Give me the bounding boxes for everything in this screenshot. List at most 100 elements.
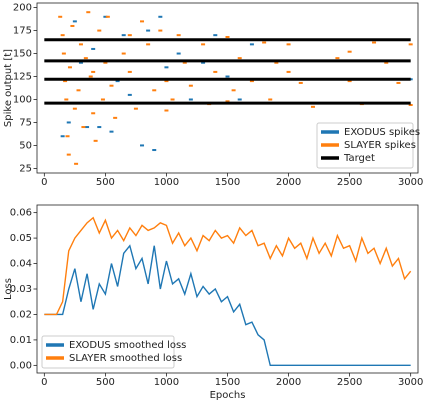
spike-point xyxy=(408,43,413,46)
spike-point xyxy=(170,98,175,101)
spike-point xyxy=(63,80,68,83)
spike-point xyxy=(164,109,169,112)
spike-point xyxy=(384,61,389,64)
y-tick-label: 0.03 xyxy=(10,284,32,295)
spike-point xyxy=(85,126,90,129)
loss-line xyxy=(44,244,411,367)
spike-point xyxy=(121,34,126,37)
y-axis-label: Loss xyxy=(3,278,14,300)
y-tick-label: 75 xyxy=(19,117,32,128)
spike-point xyxy=(140,144,145,147)
spike-point xyxy=(164,66,169,69)
spike-point xyxy=(66,121,71,124)
y-tick-label: 0.04 xyxy=(10,259,32,270)
spike-point xyxy=(72,107,77,110)
spike-point xyxy=(93,139,98,142)
spike-point xyxy=(408,104,413,106)
y-tick-label: 150 xyxy=(13,49,32,60)
spike-point xyxy=(97,126,102,129)
spike-point xyxy=(100,98,105,101)
x-tick-label: 500 xyxy=(96,377,115,388)
x-tick-label: 1000 xyxy=(154,377,179,388)
x-tick-label: 1000 xyxy=(154,177,179,188)
x-tick-label: 3000 xyxy=(398,177,423,188)
spike-point xyxy=(225,36,230,38)
x-tick-label: 1500 xyxy=(215,177,240,188)
x-tick-label: 2500 xyxy=(337,177,362,188)
spike-point xyxy=(158,29,163,32)
spike-point xyxy=(78,61,83,64)
spike-point xyxy=(58,15,63,18)
spike-point xyxy=(127,70,132,73)
spike-point xyxy=(103,15,108,18)
x-tick-label: 0 xyxy=(41,177,47,188)
spike-point xyxy=(237,57,242,60)
legend-label: Target xyxy=(343,153,375,164)
spike-point xyxy=(152,89,157,92)
x-tick-label: 3000 xyxy=(398,377,423,388)
spike-point xyxy=(347,80,352,83)
y-tick-label: 100 xyxy=(13,94,32,105)
spike-point xyxy=(347,50,352,53)
spike-point xyxy=(109,84,114,87)
y-axis-label: Spike output [t] xyxy=(3,49,14,127)
legend-box xyxy=(316,122,414,169)
spike-point xyxy=(146,43,151,46)
spike-point xyxy=(91,70,96,73)
spike-point xyxy=(298,81,303,84)
y-tick-label: 0.02 xyxy=(10,309,32,320)
spike-point xyxy=(231,89,236,92)
y-tick-label: 200 xyxy=(13,3,32,14)
spike-point xyxy=(115,80,120,83)
spike-point xyxy=(176,52,181,55)
spike-point xyxy=(60,34,65,37)
spike-point xyxy=(76,89,81,92)
x-tick-label: 1500 xyxy=(215,377,240,388)
legend-label: SLAYER spikes xyxy=(344,140,416,151)
legend-box xyxy=(41,335,175,369)
spike-point xyxy=(109,130,114,133)
spike-point xyxy=(65,135,70,138)
x-tick-label: 2000 xyxy=(276,177,301,188)
spike-point xyxy=(188,84,193,87)
spike-point xyxy=(286,43,291,46)
y-tick-label: 175 xyxy=(13,26,32,37)
legend-label: EXODUS smoothed loss xyxy=(69,340,186,351)
x-tick-label: 0 xyxy=(41,377,47,388)
spike-point xyxy=(127,93,132,96)
y-tick-label: 0.06 xyxy=(10,208,32,219)
spike-point xyxy=(60,135,65,138)
spike-point xyxy=(268,98,273,101)
spike-point xyxy=(91,47,96,50)
spike-point xyxy=(274,61,279,64)
plot-area xyxy=(44,11,413,165)
spike-point xyxy=(64,98,69,101)
spike-point xyxy=(78,43,83,46)
spike-point xyxy=(91,112,96,115)
x-tick-label: 500 xyxy=(96,177,115,188)
spike-point xyxy=(201,61,206,64)
loss-line xyxy=(44,216,412,316)
spike-point xyxy=(213,70,218,73)
y-tick-label: 25 xyxy=(19,163,32,174)
x-tick-label: 2500 xyxy=(337,377,362,388)
spike-point xyxy=(164,80,169,83)
spike-point xyxy=(72,20,77,23)
legend-label: EXODUS spikes xyxy=(344,127,420,138)
spike-point xyxy=(262,41,267,44)
spike-point xyxy=(188,98,193,101)
spike-point xyxy=(105,15,110,18)
y-tick-label: 0.05 xyxy=(10,233,32,244)
y-tick-label: 0.01 xyxy=(10,335,32,346)
spike-point xyxy=(97,29,102,32)
spike-point xyxy=(225,75,230,78)
spike-point xyxy=(113,116,118,119)
x-axis-label: Epochs xyxy=(210,390,246,401)
spike-point xyxy=(158,15,163,18)
spike-point xyxy=(103,61,108,64)
spike-point xyxy=(237,98,242,101)
y-tick-label: 50 xyxy=(19,140,32,151)
spike-point xyxy=(249,43,254,46)
spike-point xyxy=(213,34,218,37)
